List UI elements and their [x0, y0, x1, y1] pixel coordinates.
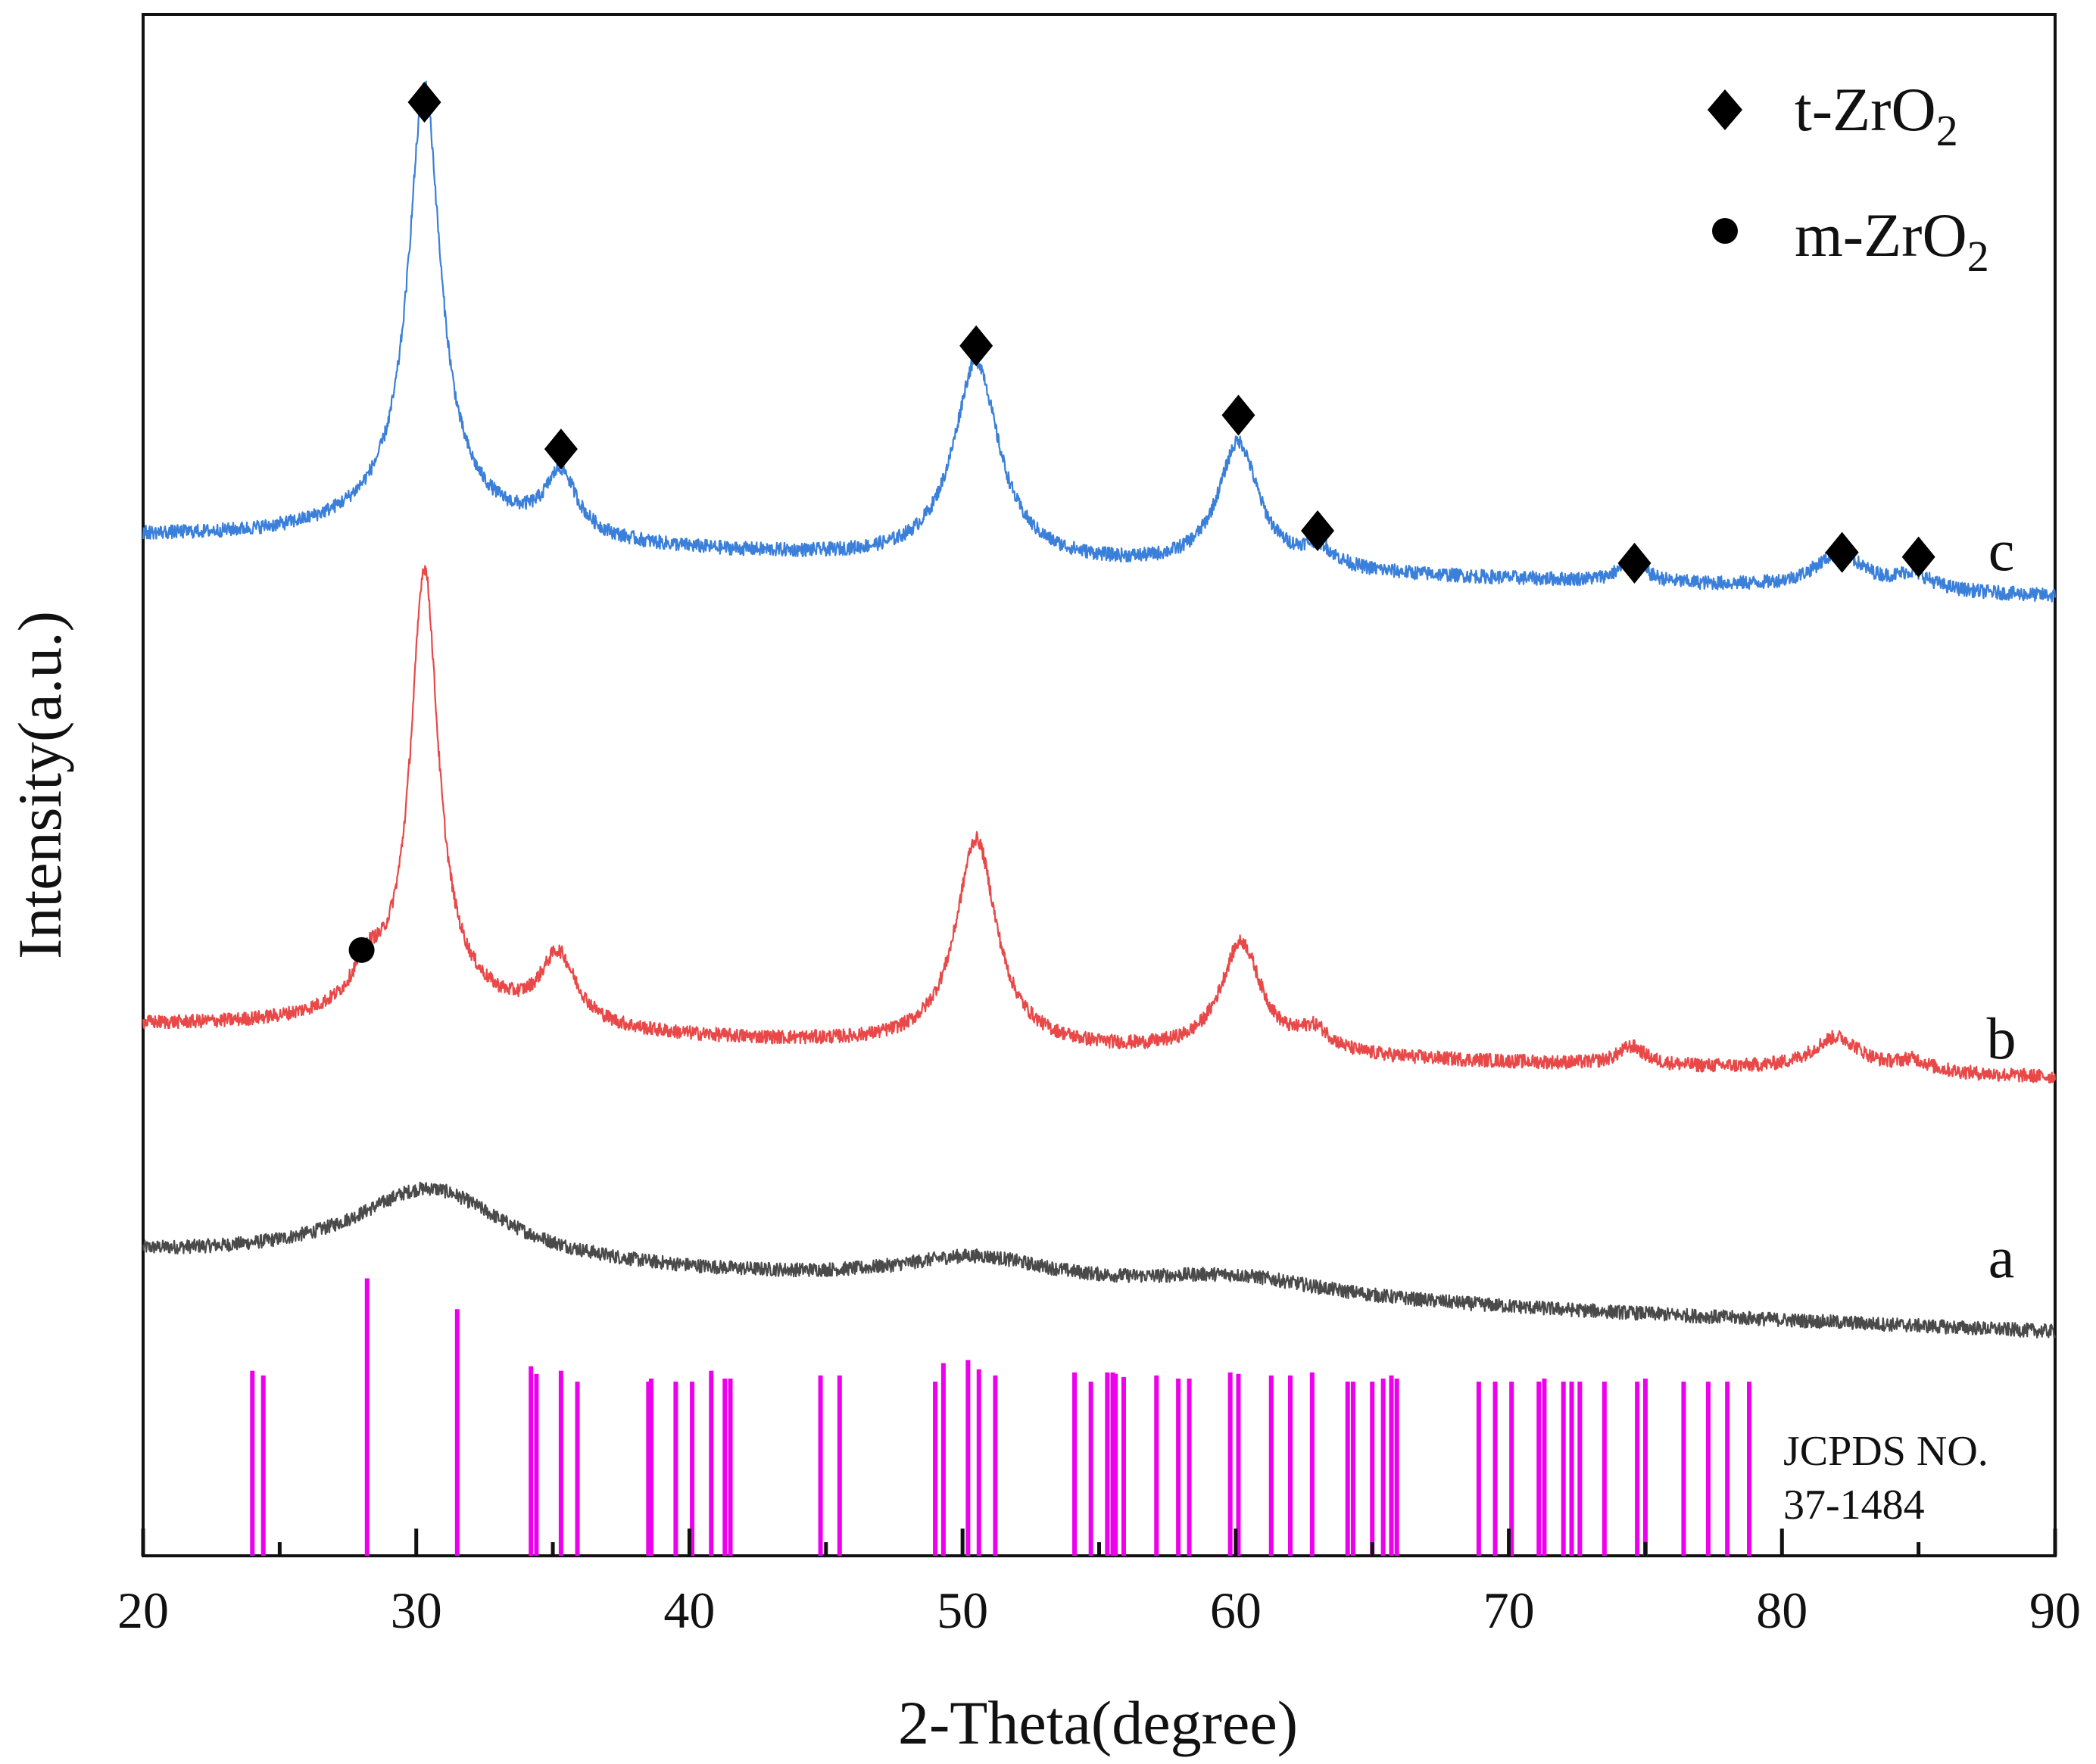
x-axis-label: 2-Theta(degree)	[898, 1688, 1298, 1757]
x-tick-label: 80	[1756, 1582, 1807, 1639]
x-tick-label: 90	[2029, 1582, 2081, 1639]
t-zro2-peak-marker	[1901, 536, 1935, 578]
x-tick-label: 70	[1483, 1582, 1535, 1639]
plot-frame	[142, 13, 2057, 1557]
x-tick-label: 40	[663, 1582, 715, 1639]
x-axis-ticks: 20 30 40 50 60 70 80 90	[117, 1529, 2081, 1639]
t-zro2-peak-marker	[1221, 394, 1255, 436]
t-zro2-peak-marker	[407, 82, 441, 123]
series-label-a: a	[1988, 1224, 2015, 1290]
reference-pattern	[250, 1278, 1751, 1556]
legend-label-t-zro2: t-ZrO2	[1795, 75, 1958, 155]
t-zro2-peak-marker	[1825, 531, 1859, 573]
t-zro2-peak-marker	[544, 429, 578, 470]
legend-circle-icon	[1712, 218, 1738, 244]
series-line-a	[142, 1181, 2057, 1339]
series-label-c: c	[1988, 517, 2015, 583]
reference-label-line1: JCPDS NO.	[1783, 1428, 1988, 1475]
x-tick-label: 60	[1210, 1582, 1262, 1639]
reference-label-line2: 37-1484	[1783, 1482, 1925, 1529]
x-tick-label: 20	[117, 1582, 169, 1639]
series-layer	[142, 80, 2057, 1339]
legend: t-ZrO2 m-ZrO2	[1708, 75, 1989, 281]
t-zro2-peak-marker	[959, 325, 993, 366]
x-tick-label: 50	[937, 1582, 988, 1639]
legend-diamond-icon	[1708, 89, 1742, 130]
y-axis-label: Intensity(a.u.)	[5, 611, 74, 959]
peak-markers	[348, 82, 1935, 963]
series-line-c	[142, 80, 2057, 603]
series-label-b: b	[1987, 1005, 2016, 1071]
m-zro2-peak-marker	[348, 937, 375, 963]
legend-label-m-zro2: m-ZrO2	[1795, 201, 1989, 281]
t-zro2-peak-marker	[1301, 510, 1335, 552]
t-zro2-peak-marker	[1617, 542, 1652, 584]
x-tick-label: 30	[391, 1582, 442, 1639]
series-line-b	[142, 565, 2057, 1084]
